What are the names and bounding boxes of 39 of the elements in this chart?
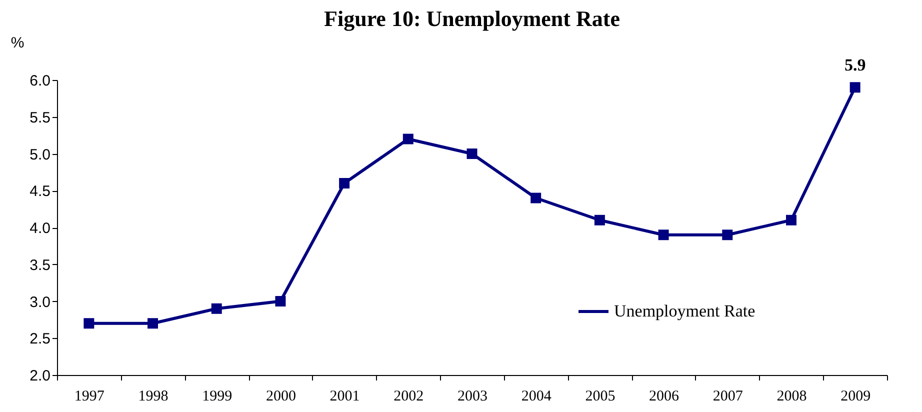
- y-axis-title: %: [10, 34, 24, 52]
- point: [148, 318, 158, 329]
- point: [722, 230, 733, 240]
- chart-title: Figure 10: Unemployment Rate: [324, 6, 620, 31]
- x-tick-label: 2002: [394, 388, 424, 404]
- point: [339, 178, 350, 188]
- y-tick-label: 6.0: [30, 72, 50, 90]
- y-tick-label: 2.0: [30, 368, 50, 384]
- point: [850, 82, 860, 93]
- point: [658, 230, 669, 240]
- point: [402, 134, 414, 144]
- y-tick-label: 5.5: [30, 109, 50, 126]
- point: [530, 192, 542, 204]
- x-tick-label: 2001: [330, 388, 360, 404]
- y-tick-label: 4.0: [30, 220, 50, 237]
- x-tick-label: 2009: [840, 388, 871, 404]
- y-tick-label: 3.0: [30, 294, 50, 311]
- x-tick-label: 1997: [74, 388, 105, 404]
- x-tick-label: 1999: [202, 388, 232, 404]
- x-tick-label: 2004: [521, 388, 552, 404]
- y-tick-label: 4.5: [30, 183, 50, 200]
- x-tick-label: 2005: [585, 388, 616, 404]
- y-tick-label: 5.0: [30, 146, 50, 164]
- y-tick-label: 3.5: [30, 256, 50, 274]
- x-tick-label: 2007: [712, 388, 744, 404]
- x-tick-label: 2008: [776, 388, 807, 404]
- y-tick-label: 2.5: [30, 330, 50, 348]
- point: [594, 214, 605, 226]
- point: [786, 214, 796, 226]
- x-tick-label: 2006: [649, 388, 680, 404]
- point: [275, 296, 286, 306]
- x-tick-label: 2003: [458, 388, 488, 404]
- x-tick-label: 2000: [266, 388, 296, 404]
- point: [84, 318, 94, 329]
- point: [466, 148, 478, 159]
- legend-label: Unemployment Rate: [614, 302, 756, 320]
- point: [211, 303, 222, 314]
- x-tick-label: 1998: [138, 388, 168, 404]
- data-label: 5.9: [844, 55, 866, 74]
